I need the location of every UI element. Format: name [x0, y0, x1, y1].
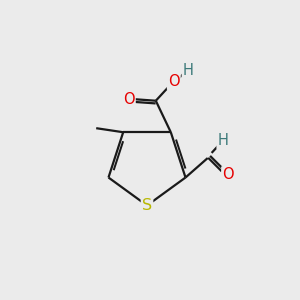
Text: O: O	[168, 74, 180, 89]
Text: O: O	[123, 92, 135, 107]
Text: H: H	[183, 63, 194, 78]
Text: O: O	[222, 167, 234, 182]
Text: S: S	[142, 198, 152, 213]
Text: H: H	[218, 134, 229, 148]
